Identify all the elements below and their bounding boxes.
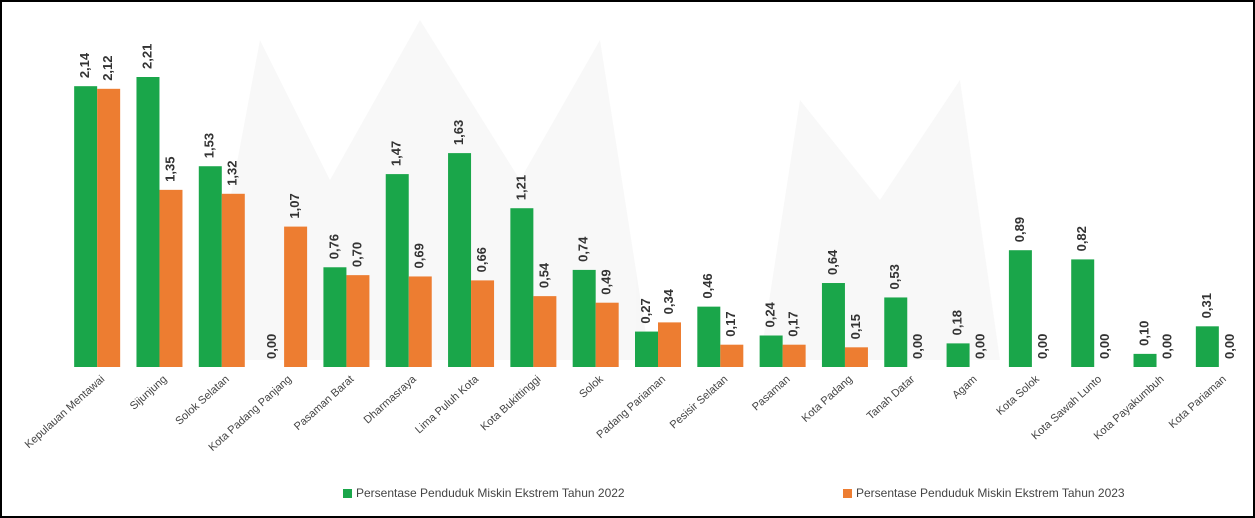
bar [1009, 250, 1032, 367]
value-label: 1,21 [513, 175, 528, 200]
value-label: 0,54 [536, 262, 551, 288]
bar [471, 280, 494, 367]
value-label: 0,00 [1222, 334, 1237, 359]
value-label: 0,27 [638, 298, 653, 323]
bar [1134, 354, 1157, 367]
bar [845, 347, 868, 367]
value-label: 0,18 [950, 310, 965, 335]
bar [822, 283, 845, 367]
value-label: 0,69 [412, 243, 427, 268]
legend-label: Persentase Penduduk Miskin Ekstrem Tahun… [856, 486, 1125, 500]
bar [409, 276, 432, 367]
value-label: 0,17 [723, 311, 738, 336]
bar [1071, 259, 1094, 367]
bar [947, 343, 970, 367]
value-label: 0,89 [1012, 217, 1027, 242]
value-label: 0,00 [1159, 334, 1174, 359]
bar [74, 86, 97, 367]
bar [783, 345, 806, 367]
value-label: 0,46 [700, 273, 715, 298]
value-label: 0,00 [973, 334, 988, 359]
value-label: 0,76 [326, 234, 341, 259]
bar [159, 190, 182, 367]
value-label: 0,66 [474, 247, 489, 272]
value-label: 0,00 [1097, 334, 1112, 359]
value-label: 0,70 [349, 242, 364, 267]
value-label: 1,47 [389, 141, 404, 166]
legend-label: Persentase Penduduk Miskin Ekstrem Tahun… [356, 486, 625, 500]
value-label: 0,00 [910, 334, 925, 359]
bar [596, 303, 619, 367]
bar [222, 194, 245, 367]
bar [760, 336, 783, 367]
legend-swatch [343, 489, 352, 498]
bar [510, 208, 533, 367]
value-label: 2,12 [100, 55, 115, 80]
chart: 2,142,12Kepulauan Mentawai2,211,35Sijunj… [0, 0, 1255, 518]
bar [573, 270, 596, 367]
value-label: 2,14 [77, 52, 92, 78]
value-label: 1,35 [162, 157, 177, 182]
bar [386, 174, 409, 367]
value-label: 0,49 [599, 269, 614, 294]
legend-swatch [843, 489, 852, 498]
value-label: 0,15 [848, 314, 863, 339]
bar [658, 322, 681, 367]
bar [97, 89, 120, 367]
bar [1196, 326, 1219, 367]
value-label: 1,53 [202, 133, 217, 158]
value-label: 0,64 [825, 249, 840, 275]
value-label: 2,21 [139, 44, 154, 69]
value-label: 0,00 [1035, 334, 1050, 359]
value-label: 1,63 [451, 120, 466, 145]
value-label: 1,07 [287, 193, 302, 218]
value-label: 0,74 [576, 236, 591, 262]
bar [635, 332, 658, 367]
value-label: 0,00 [264, 334, 279, 359]
value-label: 0,82 [1074, 226, 1089, 251]
value-label: 0,10 [1136, 321, 1151, 346]
value-label: 0,53 [887, 264, 902, 289]
bar [284, 227, 307, 367]
value-label: 0,17 [786, 311, 801, 336]
bar [448, 153, 471, 367]
bar [720, 345, 743, 367]
bar [199, 166, 222, 367]
bar [533, 296, 556, 367]
bar [323, 267, 346, 367]
value-label: 0,34 [661, 288, 676, 314]
value-label: 0,31 [1199, 293, 1214, 318]
bar [136, 77, 159, 367]
value-label: 0,24 [763, 301, 778, 327]
bar [884, 297, 907, 367]
bar [697, 307, 720, 367]
value-label: 1,32 [225, 160, 240, 185]
bar [346, 275, 369, 367]
